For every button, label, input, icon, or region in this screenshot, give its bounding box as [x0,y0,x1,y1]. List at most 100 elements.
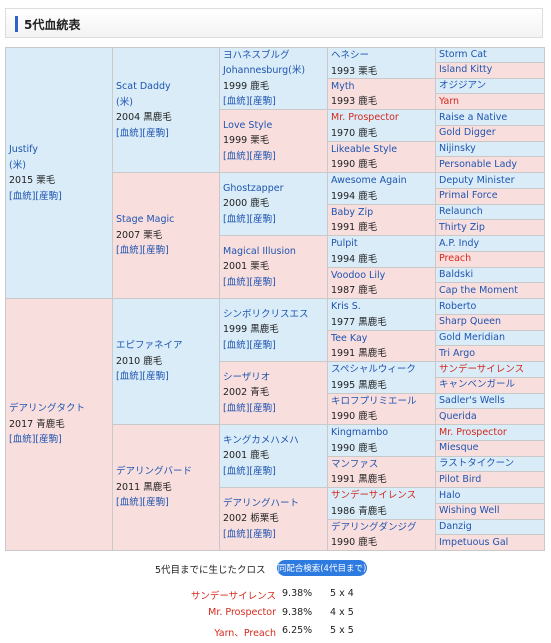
horse-name[interactable]: シンボリクリスエス [223,308,309,320]
horse-name[interactable]: Deputy Minister [439,174,515,186]
link[interactable]: [血統] [223,213,250,225]
horse-name[interactable]: Wishing Well [439,505,500,517]
search-button[interactable]: 同配合検索(4代目まで) [277,560,367,576]
horse-name[interactable]: Halo [439,489,461,501]
horse-name[interactable]: Miesque [439,442,479,454]
horse-name[interactable]: サンデーサイレンス [331,490,417,501]
link[interactable]: [産駒] [142,497,169,509]
horse-name[interactable]: Relaunch [439,206,483,218]
link[interactable]: [産駒] [249,402,276,414]
horse-name[interactable]: Gold Meridian [439,332,505,344]
link[interactable]: [血統] [223,150,250,162]
horse-name[interactable]: ヨハネスブルグ [223,49,290,61]
horse-name[interactable]: Yarn [439,95,460,107]
horse-name[interactable]: Sadler's Wells [439,395,505,407]
link[interactable]: [血統] [9,190,36,202]
horse-coat: 鹿毛 [358,127,378,139]
cross-name[interactable]: サンデーサイレンス [190,591,276,602]
horse-name[interactable]: デアリングハート [223,497,300,509]
horse-name[interactable]: キングカメハメハ [223,434,299,446]
horse-name[interactable]: Preach [439,253,472,265]
horse-name[interactable]: サンデーサイレンス [439,363,525,375]
horse-name[interactable]: Likeable Style [331,143,398,155]
horse-name[interactable]: Awesome Again [331,175,407,186]
horse-line: Kris S. [331,299,432,315]
horse-name[interactable]: Voodoo Lily [331,269,386,281]
horse-name[interactable]: Pulpit [331,238,358,249]
cross-name[interactable]: Yarn、Preach [214,628,276,639]
horse-name[interactable]: Love Style [223,119,273,131]
horse-name[interactable]: オジジアン [439,80,487,92]
horse-name[interactable]: キロフプリミエール [331,395,417,407]
horse-name[interactable]: Gold Digger [439,127,496,139]
horse-name[interactable]: Scat Daddy [116,81,171,92]
horse-name[interactable]: デアリングダンジグ [331,521,417,533]
horse-name[interactable]: Kris S. [331,301,361,312]
link[interactable]: [産駒] [249,96,276,107]
horse-name[interactable]: シーザリオ [223,371,271,383]
link[interactable]: [産駒] [35,434,62,446]
link[interactable]: [産駒] [249,528,276,540]
link[interactable]: [血統] [223,96,250,107]
horse-name[interactable]: Tee Kay [331,332,368,344]
horse-info: 2001 鹿毛 [223,448,324,464]
horse-name[interactable]: Personable Lady [439,158,518,170]
horse-name[interactable]: Querida [439,410,477,422]
horse-name[interactable]: スペシャルウィーク [331,364,416,375]
link[interactable]: [血統] [223,339,250,351]
link[interactable]: [血統] [223,402,250,414]
horse-name[interactable]: A.P. Indy [439,237,480,249]
horse-name-alt[interactable]: Johannesburg [223,65,289,76]
horse-name[interactable]: Cap the Moment [439,284,518,296]
horse-name[interactable]: Stage Magic [116,214,175,226]
horse-name[interactable]: Kingmambo [331,427,389,438]
link[interactable]: [血統] [116,371,143,383]
horse-name[interactable]: ラストタイクーン [439,458,515,470]
link[interactable]: [血統] [223,528,250,540]
link[interactable]: [血統] [223,276,250,288]
link[interactable]: [産駒] [249,465,276,477]
link[interactable]: [血統] [116,127,143,139]
horse-name[interactable]: デアリングタクト [9,403,86,415]
link[interactable]: [産駒] [249,213,276,225]
horse-name[interactable]: Thirty Zip [439,221,485,233]
link[interactable]: [血統] [116,245,143,257]
link[interactable]: [産駒] [249,150,276,162]
horse-name[interactable]: Baby Zip [331,206,374,218]
link[interactable]: [血統] [116,497,143,509]
horse-name[interactable]: Baldski [439,269,474,281]
horse-name[interactable]: Nijinsky [439,143,476,155]
link[interactable]: [血統] [9,434,36,446]
horse-name[interactable]: マンファス [331,458,379,470]
link[interactable]: [産駒] [142,127,169,139]
horse-name[interactable]: Pilot Bird [439,473,482,485]
horse-name[interactable]: Storm Cat [439,49,487,61]
link[interactable]: [産駒] [35,190,62,202]
horse-name[interactable]: Sharp Queen [439,316,502,328]
horse-name[interactable]: Raise a Native [439,111,508,123]
cross-name[interactable]: Mr. Prospector [208,606,276,618]
link[interactable]: [産駒] [249,339,276,351]
horse-name[interactable]: Mr. Prospector [439,426,507,438]
horse-name[interactable]: Justify [9,144,38,155]
horse-name[interactable]: Roberto [439,300,477,312]
horse-name[interactable]: Primal Force [439,190,498,202]
horse-name[interactable]: Impetuous Gal [439,536,509,548]
horse-name[interactable]: Myth [331,80,355,92]
horse-name[interactable]: Tri Argo [439,347,476,359]
link[interactable]: [産駒] [249,276,276,288]
horse-coat: 黒鹿毛 [143,481,172,493]
horse-name[interactable]: デアリングバード [116,466,193,478]
horse-name[interactable]: エピファネイア [116,340,183,352]
link[interactable]: [産駒] [142,371,169,383]
link[interactable]: [血統] [223,465,250,477]
horse-name[interactable]: Danzig [439,521,472,533]
horse-name[interactable]: Ghostzapper [223,182,284,194]
horse-name[interactable]: Island Kitty [439,64,493,76]
horse-name[interactable]: Mr. Prospector [331,112,399,123]
horse-info: 1990 鹿毛 [331,535,432,550]
horse-name[interactable]: Magical Illusion [223,245,296,257]
horse-name[interactable]: キャンベンガール [439,379,516,391]
horse-name[interactable]: ヘネシー [331,50,370,61]
link[interactable]: [産駒] [142,245,169,257]
